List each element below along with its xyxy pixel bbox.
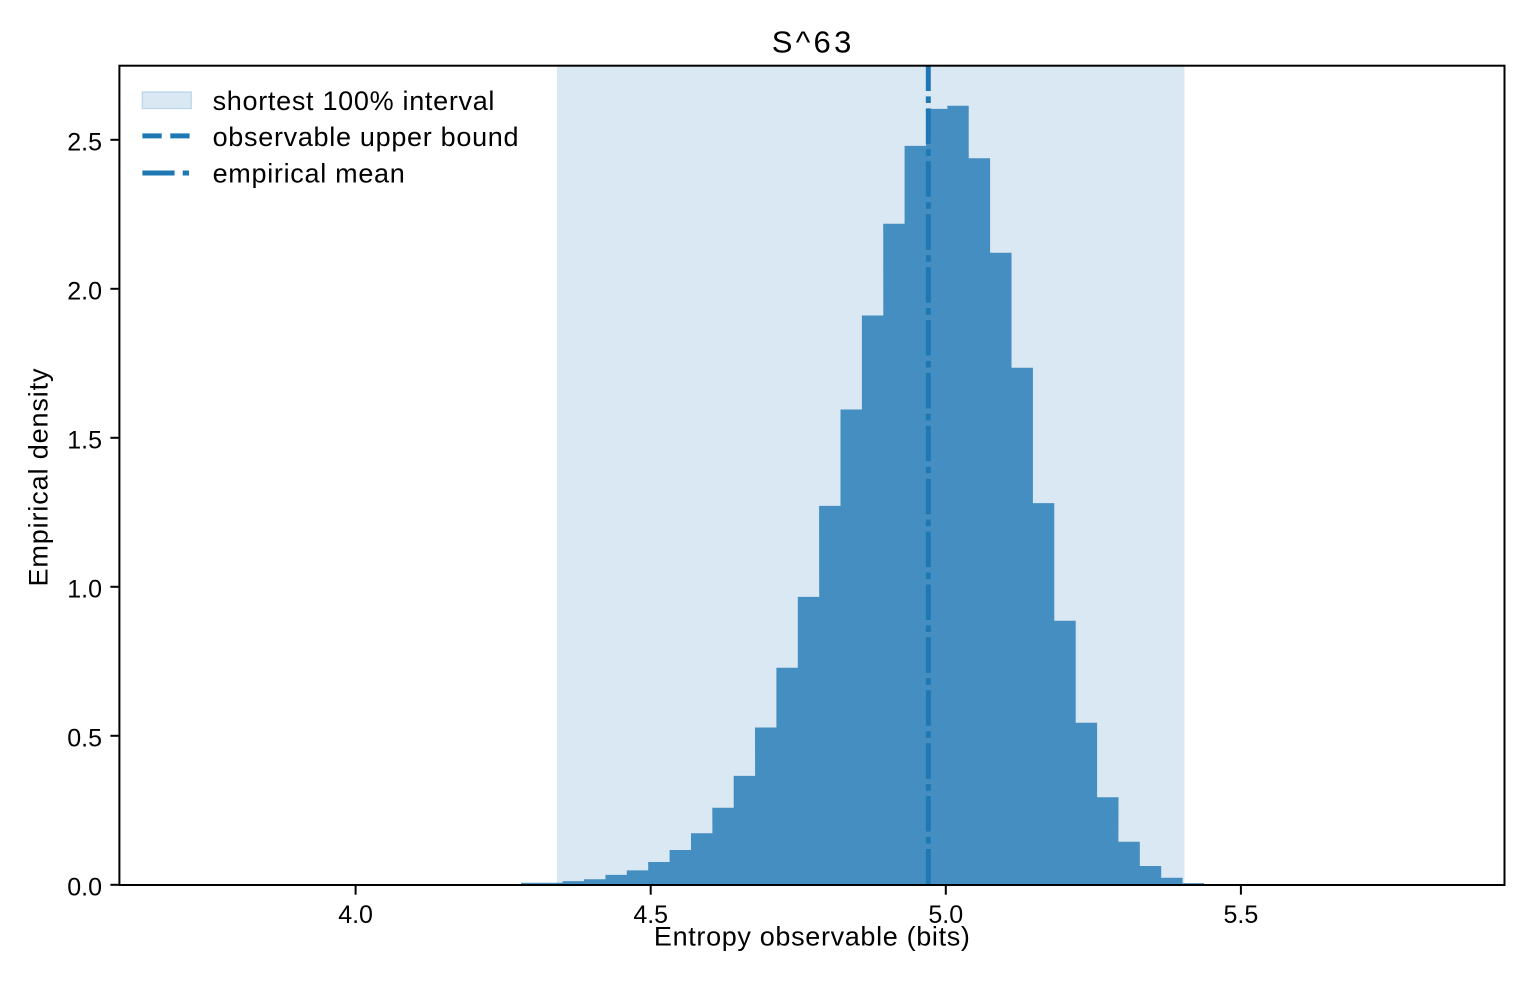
svg-text:Empirical density: Empirical density — [24, 368, 54, 587]
svg-text:1.5: 1.5 — [67, 427, 102, 455]
svg-text:1.0: 1.0 — [67, 576, 102, 604]
svg-text:4.5: 4.5 — [633, 901, 668, 929]
svg-text:S^63: S^63 — [772, 25, 855, 60]
svg-text:2.5: 2.5 — [67, 129, 102, 157]
svg-text:0.0: 0.0 — [67, 874, 102, 902]
svg-text:shortest 100% interval: shortest 100% interval — [213, 86, 496, 116]
svg-text:5.5: 5.5 — [1224, 901, 1259, 929]
svg-text:empirical mean: empirical mean — [213, 159, 406, 189]
svg-text:2.0: 2.0 — [67, 278, 102, 306]
svg-text:4.0: 4.0 — [338, 901, 373, 929]
svg-text:5.0: 5.0 — [928, 901, 963, 929]
svg-text:observable upper bound: observable upper bound — [213, 122, 520, 152]
svg-text:Entropy observable (bits): Entropy observable (bits) — [654, 922, 970, 952]
svg-text:0.5: 0.5 — [67, 725, 102, 753]
